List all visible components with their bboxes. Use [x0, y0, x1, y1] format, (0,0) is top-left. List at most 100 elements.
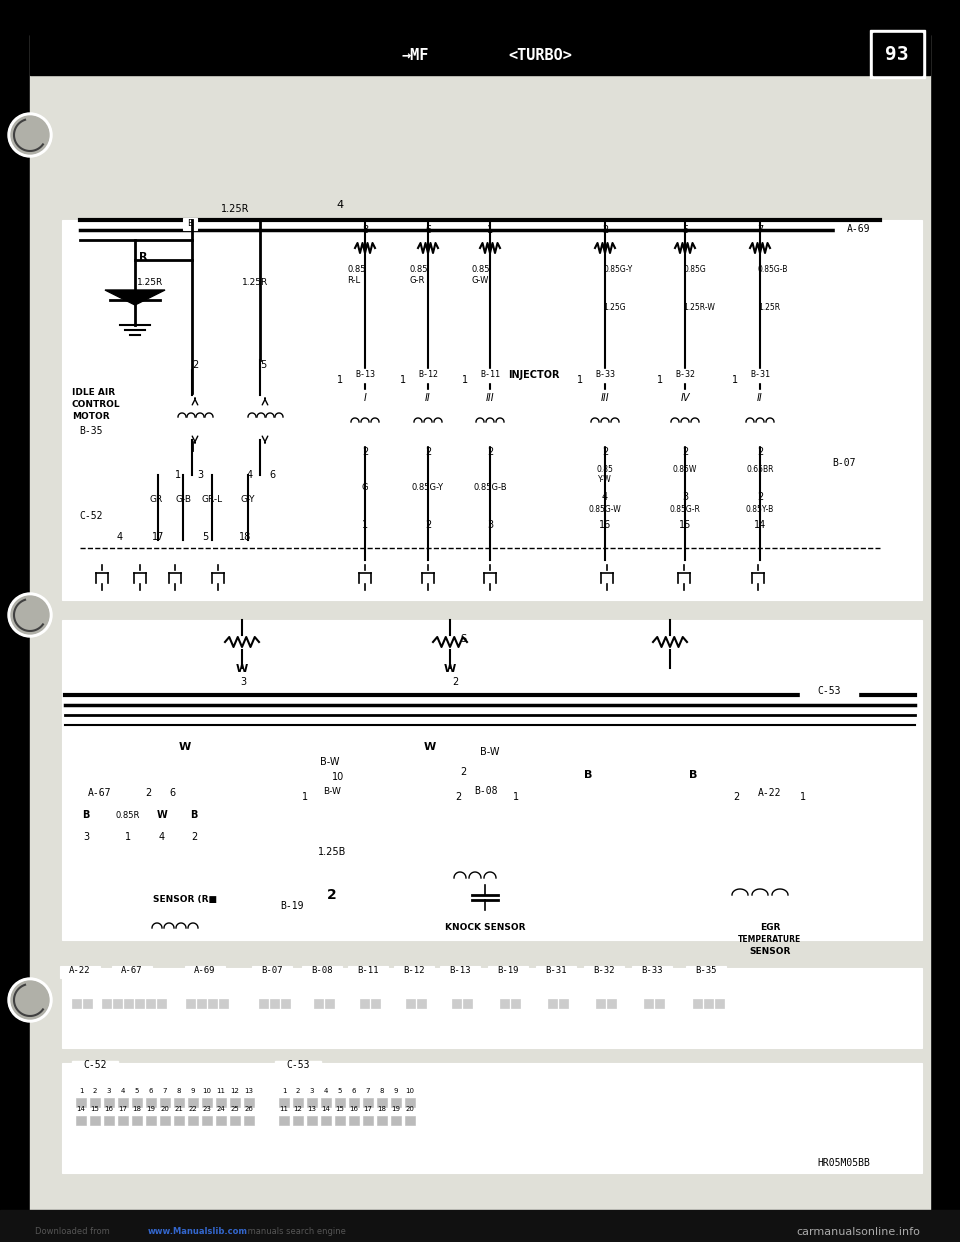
Text: 1: 1 [301, 792, 308, 802]
Circle shape [11, 116, 49, 154]
Bar [90, 827, 340, 912]
Text: 3: 3 [310, 1088, 314, 1094]
Text: W: W [424, 741, 436, 751]
Bar [68, 426, 114, 440]
Bar [124, 999, 133, 1009]
Text: 0.85G-Y: 0.85G-Y [603, 265, 633, 274]
Text: B-31: B-31 [750, 370, 770, 379]
Circle shape [477, 564, 503, 590]
Text: 5: 5 [260, 360, 266, 370]
Bar [307, 1117, 317, 1125]
Bar [641, 990, 663, 1009]
Bar [321, 1098, 331, 1107]
Bar [497, 990, 519, 1009]
Text: 5: 5 [202, 532, 208, 542]
Circle shape [8, 113, 52, 156]
Text: B-W: B-W [480, 746, 500, 758]
Bar [357, 990, 379, 1009]
Text: 2: 2 [756, 492, 763, 502]
Bar [302, 966, 342, 977]
Bar [259, 999, 268, 1009]
Text: 16: 16 [599, 520, 612, 530]
Text: 0.85: 0.85 [596, 465, 613, 474]
Bar [500, 999, 509, 1009]
Bar [185, 966, 225, 977]
Bar [488, 966, 528, 977]
Text: 2: 2 [460, 768, 467, 777]
Text: 10: 10 [203, 1088, 211, 1094]
Text: 3: 3 [487, 520, 493, 530]
Bar [62, 968, 922, 1048]
Bar [873, 34, 922, 75]
Text: 1.25R: 1.25R [242, 278, 268, 287]
Bar [835, 224, 883, 238]
Bar [377, 1098, 387, 1107]
Text: 1.25R-W: 1.25R-W [683, 303, 715, 312]
Bar [188, 1098, 198, 1107]
Text: 5: 5 [682, 225, 688, 235]
Bar [394, 966, 434, 977]
Text: 1.25R: 1.25R [758, 303, 780, 312]
Bar [545, 990, 567, 1009]
Bar [202, 1098, 212, 1107]
Text: 2: 2 [362, 447, 368, 457]
Circle shape [671, 564, 697, 590]
Bar [244, 1117, 254, 1125]
Text: 15: 15 [336, 1105, 345, 1112]
Bar [307, 1098, 317, 1107]
Text: G-W: G-W [472, 276, 490, 284]
Text: 4: 4 [159, 832, 165, 842]
Bar [363, 1098, 373, 1107]
Text: 1: 1 [577, 375, 583, 385]
Text: 4: 4 [247, 469, 253, 479]
Text: I: I [364, 392, 367, 402]
Text: 18: 18 [377, 1105, 387, 1112]
Text: 7: 7 [163, 1088, 167, 1094]
Bar [548, 999, 557, 1009]
Text: 2: 2 [452, 677, 458, 687]
Text: B-07: B-07 [832, 458, 855, 468]
Bar [30, 30, 930, 75]
Text: 6: 6 [425, 225, 431, 235]
Bar [216, 1098, 226, 1107]
Text: 2: 2 [602, 447, 608, 457]
Text: 7: 7 [756, 225, 763, 235]
Bar [348, 390, 382, 445]
Text: 2: 2 [602, 225, 608, 235]
Bar [460, 786, 512, 800]
Bar [76, 1098, 86, 1107]
Bar [704, 999, 713, 1009]
Text: 2: 2 [327, 888, 337, 902]
Bar [140, 894, 230, 908]
Bar [118, 1098, 128, 1107]
Bar [0, 1212, 960, 1242]
Bar [740, 369, 780, 383]
Text: B-13: B-13 [355, 370, 375, 379]
Text: KNOCK SENSOR: KNOCK SENSOR [444, 923, 525, 932]
Text: A-69: A-69 [848, 224, 871, 233]
Text: C-52: C-52 [84, 1059, 107, 1071]
Text: B: B [190, 810, 198, 820]
Text: 15: 15 [90, 1105, 100, 1112]
Bar [113, 999, 122, 1009]
Text: 0.85W: 0.85W [673, 465, 697, 474]
Text: 26: 26 [245, 1105, 253, 1112]
Bar [607, 999, 616, 1009]
Text: 23: 23 [203, 1105, 211, 1112]
Bar [197, 999, 206, 1009]
Bar [188, 1117, 198, 1125]
Bar [405, 1117, 415, 1125]
Text: II: II [425, 392, 431, 402]
Text: 1: 1 [800, 792, 806, 802]
Bar [268, 900, 316, 915]
Bar [147, 845, 203, 900]
Text: 1: 1 [513, 792, 519, 802]
Bar [69, 990, 91, 1009]
Bar [270, 999, 279, 1009]
Bar [90, 1098, 100, 1107]
Bar [584, 966, 624, 977]
Text: 15: 15 [679, 520, 691, 530]
Text: 11: 11 [217, 1088, 226, 1094]
Bar [575, 230, 790, 460]
Bar [559, 999, 568, 1009]
